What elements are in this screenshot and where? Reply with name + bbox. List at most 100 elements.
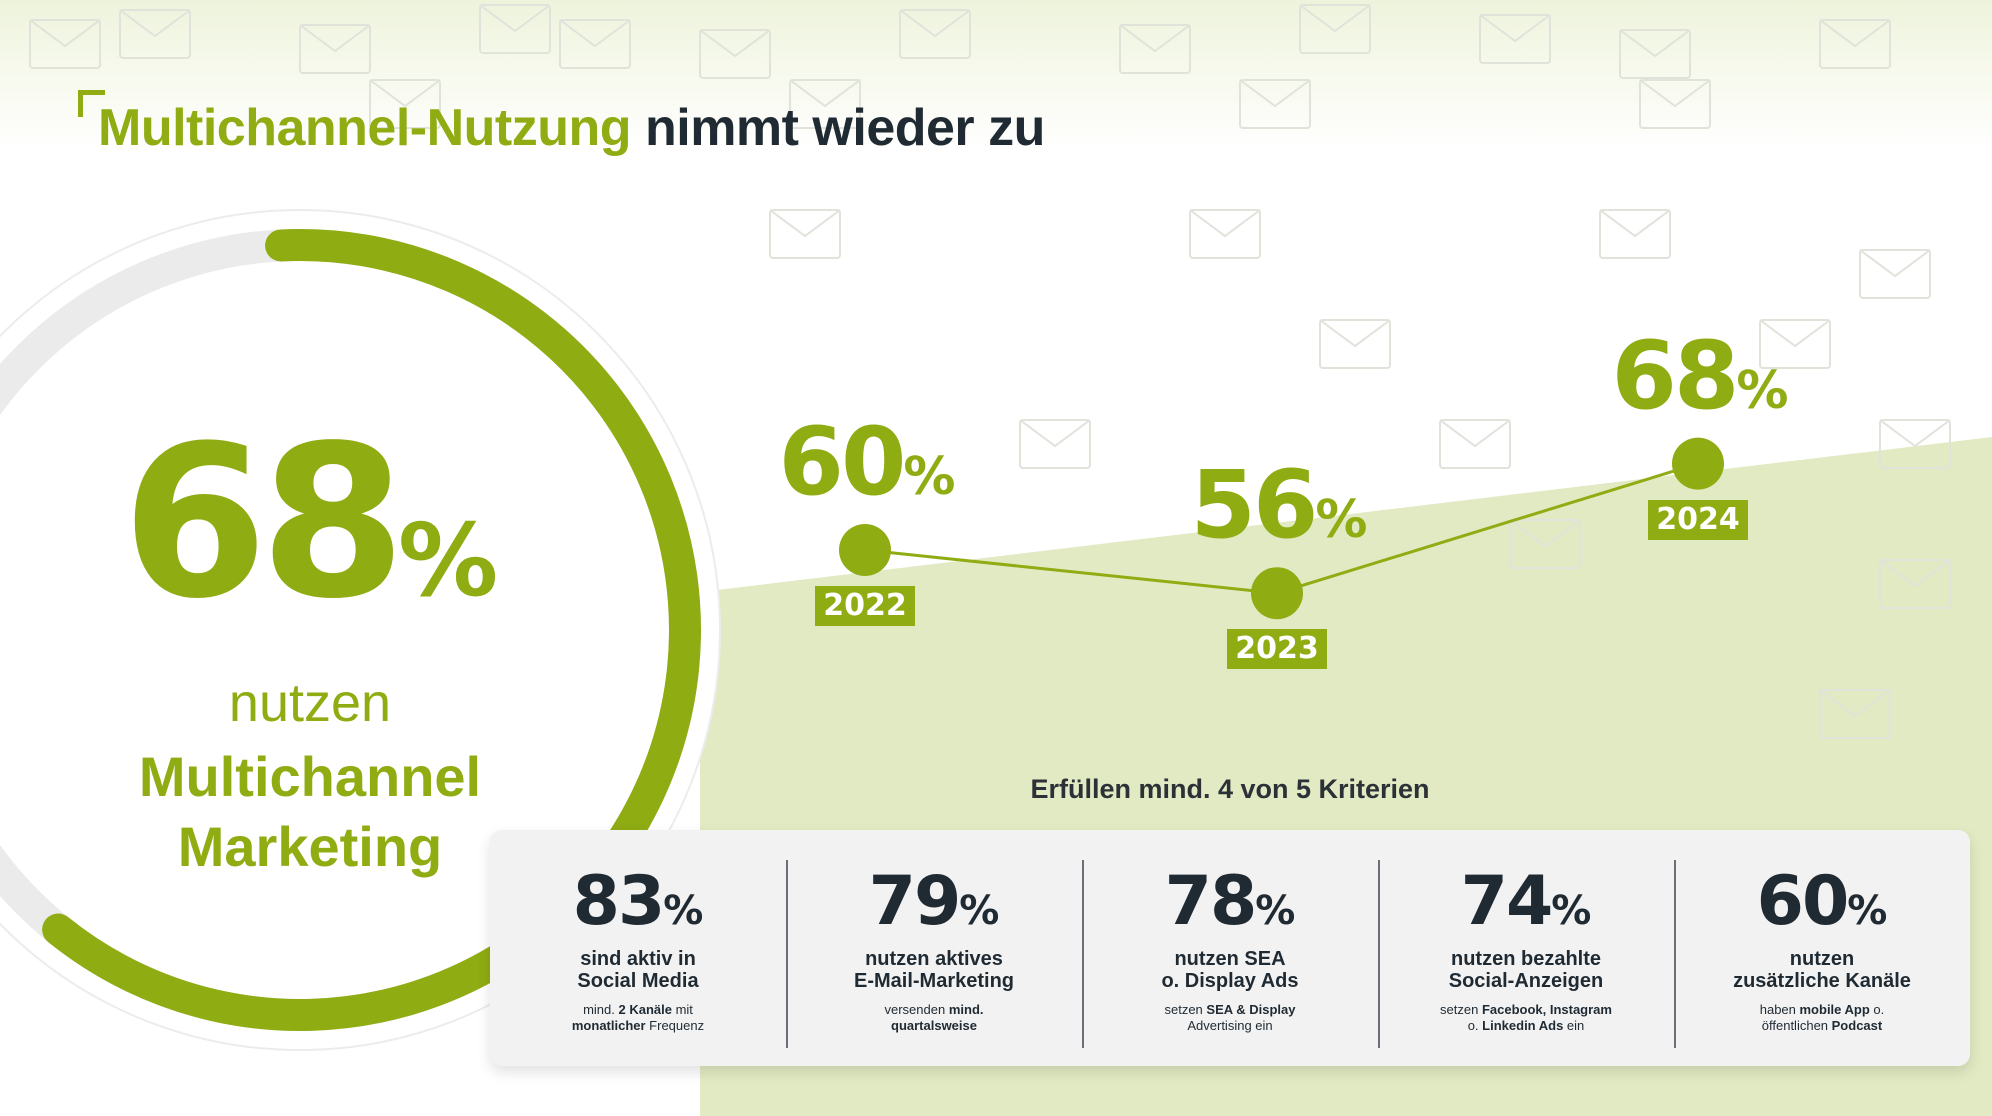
criterion-value: 83% bbox=[490, 868, 786, 936]
criterion-value: 78% bbox=[1082, 868, 1378, 936]
criterion-label-line-1: sind aktiv in bbox=[580, 948, 696, 970]
criterion-4: 74% nutzen bezahlte Social-Anzeigen setzen … bbox=[1378, 830, 1674, 1066]
envelope-icon bbox=[1859, 249, 1931, 299]
envelope-icon bbox=[1479, 14, 1551, 64]
data-label-value: 56 bbox=[1190, 451, 1319, 561]
envelope-icon bbox=[769, 209, 841, 259]
year-badge-2024: 2024 bbox=[1648, 499, 1748, 540]
criterion-description-text: ein bbox=[1563, 1018, 1585, 1033]
criterion-label-line-1: nutzen SEA bbox=[1174, 948, 1286, 970]
envelope-icon bbox=[119, 9, 191, 59]
envelope-icon bbox=[1319, 319, 1391, 369]
criterion-label-line-2: o. Display Ads bbox=[1161, 970, 1299, 992]
criterion-description-text: Frequenz bbox=[645, 1018, 705, 1033]
envelope-icon bbox=[1639, 79, 1711, 129]
criterion-label-line-1: nutzen bbox=[1789, 948, 1855, 970]
data-label-2022: 60% bbox=[779, 408, 956, 517]
envelope-icon bbox=[1759, 319, 1831, 369]
criterion-description-line-1: haben mobile App o. bbox=[1674, 1002, 1970, 1018]
envelope-icon bbox=[479, 4, 551, 54]
criterion-description-text: Linkedin Ads bbox=[1482, 1018, 1564, 1033]
criterion-number: 83 bbox=[572, 862, 666, 941]
data-label-value: 60 bbox=[778, 408, 907, 517]
criterion-description-text: mind. bbox=[583, 1002, 619, 1017]
headline-text-line2: Multichannel bbox=[138, 745, 482, 808]
criterion-label: nutzen SEA o. Display Ads bbox=[1082, 948, 1378, 992]
criterion-number: 78 bbox=[1164, 862, 1258, 941]
criterion-label: nutzen aktives E-Mail-Marketing bbox=[786, 948, 1082, 992]
criterion-description-line-2: monatlicher Frequenz bbox=[490, 1018, 786, 1034]
criterion-description-text: haben bbox=[1759, 1002, 1800, 1017]
envelope-icon bbox=[559, 19, 631, 69]
criterion-label-line-2: Social Media bbox=[577, 970, 699, 992]
criterion-number: 60 bbox=[1756, 862, 1850, 941]
criterion-description-text: setzen bbox=[1440, 1002, 1482, 1017]
criterion-description-line-1: mind. 2 Kanäle mit bbox=[490, 1002, 786, 1018]
criterion-value: 60% bbox=[1674, 868, 1970, 936]
criterion-description-text: öffentlichen bbox=[1761, 1018, 1832, 1033]
criterion-value: 74% bbox=[1378, 868, 1674, 936]
envelope-icon bbox=[1599, 209, 1671, 259]
criterion-3: 78% nutzen SEA o. Display Ads setzen SEA & … bbox=[1082, 830, 1378, 1066]
criterion-percent-sign: % bbox=[1551, 888, 1592, 934]
criterion-description-line-2: o. Linkedin Ads ein bbox=[1378, 1018, 1674, 1034]
data-label-2023: 56% bbox=[1191, 451, 1368, 560]
criterion-description-text: setzen bbox=[1164, 1002, 1207, 1017]
criterion-number: 79 bbox=[868, 862, 962, 941]
criterion-label-line-1: nutzen aktives bbox=[865, 948, 1003, 970]
envelope-icon bbox=[299, 24, 371, 74]
data-label-percent-sign: % bbox=[1315, 490, 1368, 551]
criterion-description: setzen SEA & Display Advertising ein bbox=[1082, 1002, 1378, 1034]
headline-percentage: 68% bbox=[0, 400, 620, 645]
envelope-icon bbox=[1299, 4, 1371, 54]
criterion-description-line-2: Advertising ein bbox=[1082, 1018, 1378, 1034]
envelope-icon bbox=[1879, 419, 1951, 469]
envelope-icon bbox=[789, 79, 861, 129]
criterion-description: setzen Facebook, Instagram o. Linkedin Ad… bbox=[1378, 1002, 1674, 1034]
criterion-description-text: Podcast bbox=[1831, 1018, 1883, 1033]
data-point-2024 bbox=[1672, 437, 1724, 490]
title-rest: nimmt wieder zu bbox=[644, 99, 1045, 157]
criterion-description-text: monatlicher bbox=[571, 1018, 646, 1033]
criterion-percent-sign: % bbox=[663, 888, 704, 934]
criteria-panel: 83% sind aktiv in Social Media mind. 2 Kanä… bbox=[490, 830, 1970, 1066]
criterion-percent-sign: % bbox=[1255, 888, 1296, 934]
year-badge-2023: 2023 bbox=[1227, 629, 1327, 670]
criterion-5: 60% nutzen zusätzliche Kanäle haben mobile … bbox=[1674, 830, 1970, 1066]
envelope-icon bbox=[899, 9, 971, 59]
criterion-label: sind aktiv in Social Media bbox=[490, 948, 786, 992]
criterion-description-text: mit bbox=[671, 1002, 693, 1017]
criterion-percent-sign: % bbox=[959, 888, 1000, 934]
data-label-percent-sign: % bbox=[1736, 360, 1789, 421]
envelope-icon bbox=[1879, 559, 1951, 609]
title-bracket-decoration bbox=[78, 90, 105, 117]
criterion-label-line-2: zusätzliche Kanäle bbox=[1733, 970, 1911, 992]
envelope-icon bbox=[1439, 419, 1511, 469]
criterion-description-text: Facebook, Instagram bbox=[1481, 1002, 1612, 1017]
headline-percent-sign: % bbox=[398, 502, 499, 619]
envelope-icon bbox=[1239, 79, 1311, 129]
headline-text-line3: Marketing bbox=[177, 815, 443, 878]
envelope-icon bbox=[1509, 519, 1581, 569]
criterion-label-line-2: E-Mail-Marketing bbox=[853, 970, 1015, 992]
envelope-pattern bbox=[29, 4, 1951, 739]
criterion-description-text: 2 Kanäle bbox=[618, 1002, 672, 1017]
criterion-description-line-2: öffentlichen Podcast bbox=[1674, 1018, 1970, 1034]
headline-value: 68 bbox=[121, 400, 406, 645]
title-highlight: Multichannel-Nutzung bbox=[98, 99, 632, 157]
data-point-2022 bbox=[839, 524, 891, 576]
criterion-description-text: SEA & Display bbox=[1206, 1002, 1296, 1017]
envelope-icon bbox=[1119, 24, 1191, 74]
criterion-description: mind. 2 Kanäle mit monatlicher Frequenz bbox=[490, 1002, 786, 1034]
envelope-icon bbox=[1019, 419, 1091, 469]
envelope-icon bbox=[699, 29, 771, 79]
criterion-description-text: o. bbox=[1467, 1018, 1483, 1033]
data-point-2023 bbox=[1251, 567, 1303, 620]
criterion-description-line-1: setzen SEA & Display bbox=[1082, 1002, 1378, 1018]
headline-text-line1: nutzen bbox=[228, 673, 392, 733]
criterion-description-text: Advertising ein bbox=[1187, 1018, 1273, 1033]
criterion-2: 79% nutzen aktives E-Mail-Marketing versend… bbox=[786, 830, 1082, 1066]
data-label-2024: 68% bbox=[1612, 322, 1789, 431]
